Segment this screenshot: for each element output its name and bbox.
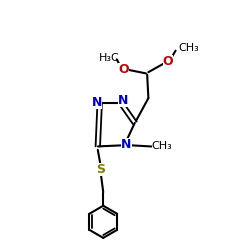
Text: N: N — [121, 138, 132, 151]
Text: N: N — [92, 96, 102, 109]
Text: O: O — [118, 63, 129, 76]
Text: S: S — [96, 164, 105, 176]
Text: CH₃: CH₃ — [152, 142, 172, 152]
Text: H₃C: H₃C — [99, 53, 120, 63]
Text: CH₃: CH₃ — [178, 43, 199, 53]
Text: N: N — [118, 94, 128, 107]
Text: O: O — [163, 54, 173, 68]
